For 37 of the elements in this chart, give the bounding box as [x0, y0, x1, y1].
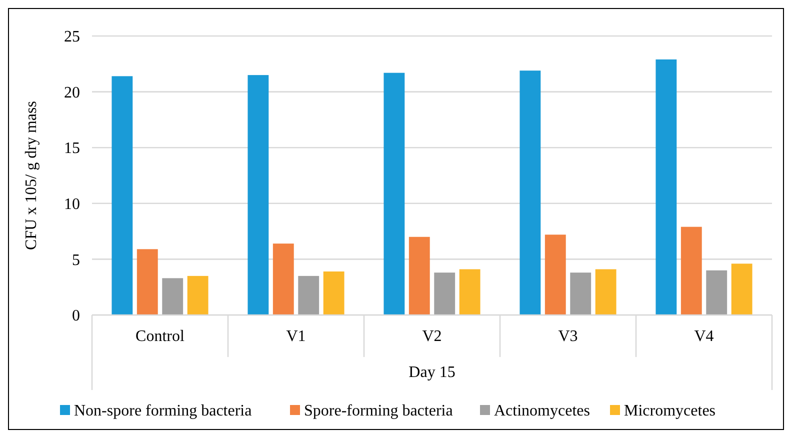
bar: [408, 236, 430, 315]
x-tick-label: V4: [694, 328, 714, 345]
bar: [112, 76, 133, 315]
bar: [731, 264, 752, 315]
bar: [384, 72, 405, 315]
legend-label: Spore-forming bacteria: [304, 402, 453, 420]
bar: [595, 269, 616, 315]
y-tick-label: 15: [64, 140, 80, 158]
bar: [656, 59, 677, 315]
bar: [298, 276, 320, 315]
legend-label: Non-spore forming bacteria: [74, 402, 252, 420]
bar: [187, 276, 208, 315]
y-tick-label: 20: [64, 84, 80, 102]
bar: [162, 278, 184, 315]
bar: [272, 244, 294, 315]
bar: [459, 269, 480, 315]
bar: [570, 272, 592, 315]
bar: [520, 70, 541, 315]
y-tick-label: 0: [72, 308, 80, 325]
bar: [136, 249, 158, 315]
y-tick-label: 10: [64, 196, 80, 213]
y-tick-label: 5: [72, 252, 80, 269]
bar: [248, 75, 269, 315]
x-axis-title: Day 15: [408, 364, 456, 381]
bar: [434, 272, 456, 315]
bar: [706, 270, 728, 315]
x-tick-label: V3: [558, 328, 578, 345]
bar: [323, 271, 344, 315]
x-tick-label: Control: [136, 328, 185, 345]
bar: [544, 234, 566, 315]
bar: [680, 226, 702, 315]
legend-label: Micromycetes: [624, 402, 716, 420]
y-tick-label: 25: [64, 28, 80, 46]
legend-label: Actinomycetes: [494, 402, 590, 420]
x-tick-label: V2: [422, 328, 442, 345]
x-tick-label: V1: [286, 328, 306, 345]
y-axis-title: CFU x 105/ g dry mass: [23, 101, 40, 250]
